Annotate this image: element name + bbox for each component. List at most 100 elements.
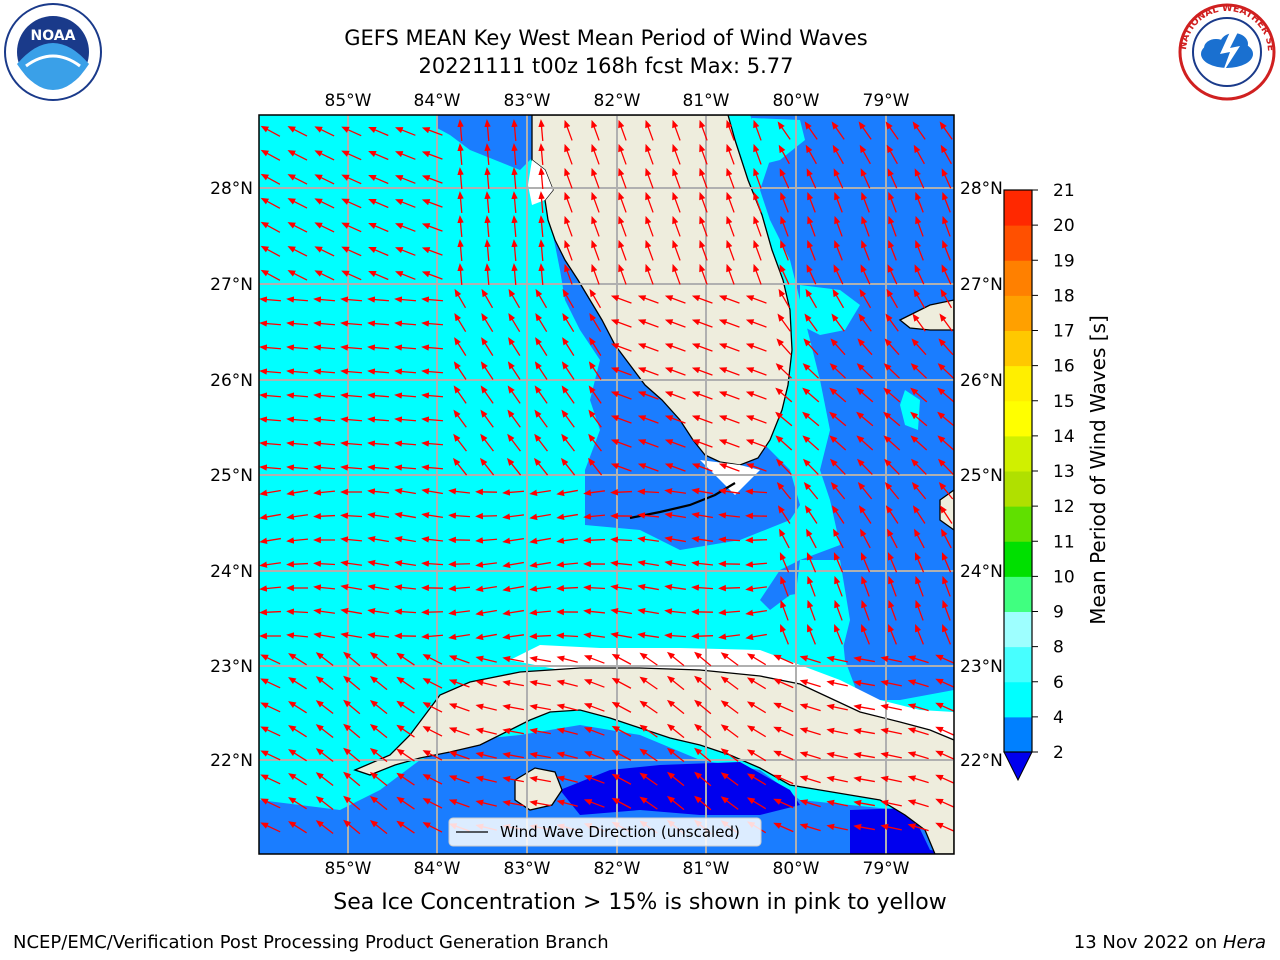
wind-wave-arrow <box>834 239 843 261</box>
wind-wave-arrow <box>718 488 740 495</box>
wind-wave-arrow <box>538 263 545 286</box>
wind-wave-arrow <box>694 675 712 691</box>
wind-wave-arrow <box>780 575 789 597</box>
wind-wave-arrow <box>368 222 389 233</box>
wind-wave-arrow <box>484 191 491 214</box>
wind-wave-arrow <box>718 512 741 519</box>
wind-wave-arrow <box>777 313 791 332</box>
colorbar-segment <box>1004 400 1032 437</box>
wind-wave-arrow <box>259 609 282 616</box>
wind-wave-arrow <box>888 624 897 645</box>
wind-wave-arrow <box>538 119 545 142</box>
wind-wave-arrow <box>745 561 768 568</box>
wind-wave-arrow <box>666 771 685 787</box>
wind-wave-arrow <box>422 654 443 665</box>
wind-wave-arrow <box>422 774 443 785</box>
wind-wave-arrow <box>395 247 416 256</box>
wind-wave-arrow <box>746 749 767 762</box>
wind-wave-arrow <box>611 797 632 809</box>
wind-wave-arrow <box>288 701 307 714</box>
wind-wave-arrow <box>394 464 417 471</box>
wind-wave-arrow <box>260 173 281 185</box>
wind-wave-arrow <box>340 368 363 375</box>
wind-wave-arrow <box>806 264 817 285</box>
wind-wave-arrow <box>941 264 952 285</box>
wind-wave-arrow <box>538 215 545 238</box>
wind-wave-arrow <box>529 799 551 807</box>
wind-wave-arrow <box>591 239 600 261</box>
wind-wave-arrow <box>454 288 467 309</box>
wind-wave-arrow <box>637 343 659 352</box>
wind-wave-arrow <box>529 489 551 496</box>
colorbar-segment <box>1004 471 1032 507</box>
wind-wave-arrow <box>826 679 848 687</box>
wind-wave-arrow <box>422 726 443 737</box>
wind-wave-arrow <box>367 535 389 543</box>
wind-wave-arrow <box>880 823 902 831</box>
wind-wave-arrow <box>394 296 417 303</box>
wind-wave-arrow <box>826 823 848 831</box>
wind-wave-arrow <box>343 747 361 763</box>
wind-wave-arrow <box>611 701 632 713</box>
lat-labels-left: 28°N 27°N 26°N 25°N 24°N 23°N 22°N <box>210 179 253 771</box>
wind-wave-arrow <box>475 703 497 711</box>
wind-wave-arrow <box>448 727 470 736</box>
wind-wave-arrow <box>911 482 927 500</box>
lat-label: 25°N <box>960 466 1003 486</box>
wind-wave-arrow <box>314 150 335 161</box>
wind-wave-arrow <box>699 167 708 189</box>
wind-wave-arrow <box>313 489 336 496</box>
wind-wave-arrow <box>583 799 605 808</box>
wind-wave-arrow <box>588 361 602 380</box>
wind-wave-arrow <box>502 799 524 807</box>
noaa-logo-text: NOAA <box>31 28 76 44</box>
wind-wave-arrow <box>287 150 308 161</box>
wind-wave-arrow <box>556 655 578 663</box>
wind-wave-arrow <box>479 457 495 476</box>
wind-wave-arrow <box>618 215 627 237</box>
wind-wave-arrow <box>746 773 767 786</box>
wind-wave-arrow <box>610 319 632 328</box>
wind-wave-arrow <box>529 751 551 759</box>
wind-wave-arrow <box>340 631 362 639</box>
wind-wave-arrow <box>907 655 929 664</box>
wind-wave-arrow <box>856 387 874 403</box>
wind-wave-arrow <box>367 583 389 591</box>
lat-label: 27°N <box>960 275 1003 295</box>
wind-wave-arrow <box>367 559 389 567</box>
wind-wave-arrow <box>452 457 468 476</box>
wind-wave-arrow <box>745 415 767 424</box>
wind-wave-arrow <box>773 726 794 737</box>
wind-wave-arrow <box>561 409 575 428</box>
wind-wave-arrow <box>475 799 497 807</box>
colorbar-segment <box>1004 225 1032 261</box>
wind-wave-arrow <box>637 583 659 591</box>
wind-wave-arrow <box>396 796 415 810</box>
wind-wave-arrow <box>666 675 685 691</box>
lon-label: 83°W <box>504 859 551 879</box>
wind-wave-arrow <box>286 489 308 497</box>
wind-wave-arrow <box>802 411 820 427</box>
wind-wave-arrow <box>853 751 875 759</box>
wind-wave-arrow <box>475 775 497 783</box>
wind-wave-arrow <box>699 191 708 213</box>
wind-wave-arrow <box>583 655 605 664</box>
wind-wave-arrow <box>883 458 900 475</box>
wind-wave-arrow <box>511 143 518 166</box>
wind-wave-arrow <box>421 199 443 208</box>
wind-wave-arrow <box>937 435 954 451</box>
lon-label: 80°W <box>773 91 820 111</box>
wind-wave-arrow <box>448 609 471 616</box>
wind-wave-arrow <box>314 222 335 233</box>
wind-wave-arrow <box>564 263 573 285</box>
wind-wave-arrow <box>778 144 790 165</box>
wind-wave-arrow <box>507 433 521 452</box>
wind-wave-arrow <box>941 528 952 549</box>
wind-wave-arrow <box>529 537 551 545</box>
map-area <box>259 115 954 854</box>
wind-wave-arrow <box>775 435 793 451</box>
wind-wave-arrow <box>915 239 924 261</box>
wind-wave-arrow <box>779 264 790 285</box>
wind-wave-arrow <box>314 198 335 209</box>
wind-wave-arrow <box>535 288 548 309</box>
